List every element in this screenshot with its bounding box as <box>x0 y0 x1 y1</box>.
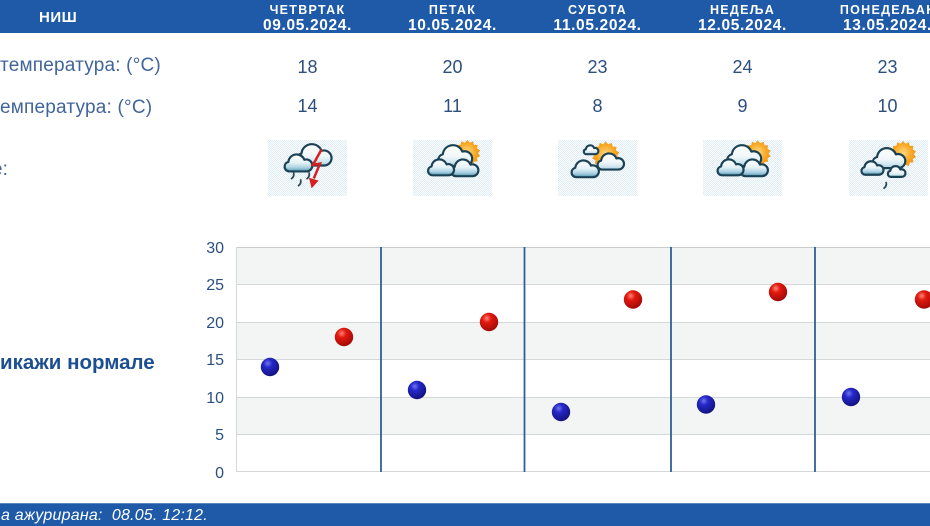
svg-text:30: 30 <box>206 240 224 257</box>
svg-text:5: 5 <box>215 427 224 444</box>
svg-text:10: 10 <box>206 390 224 407</box>
svg-text:20: 20 <box>206 315 224 332</box>
svg-text:15: 15 <box>206 352 224 369</box>
svg-text:25: 25 <box>206 277 224 294</box>
svg-text:0: 0 <box>215 465 224 480</box>
